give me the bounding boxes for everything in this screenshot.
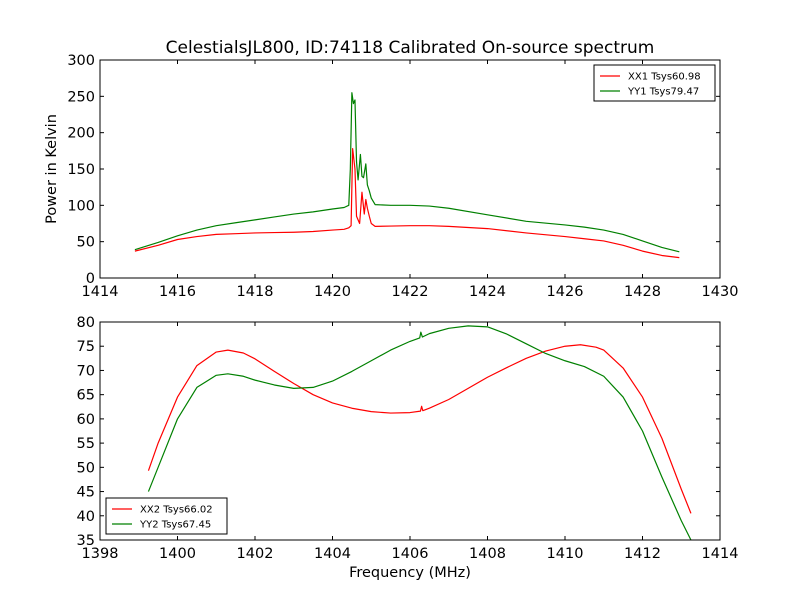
y-tick-label: 50 bbox=[77, 235, 95, 251]
legend-label: XX1 Tsys60.98 bbox=[628, 72, 701, 83]
legend-box bbox=[105, 497, 228, 535]
series-line-xx bbox=[134, 148, 680, 259]
y-tick-label: 300 bbox=[67, 53, 95, 69]
y-tick-label: 35 bbox=[77, 533, 95, 549]
x-tick-label: 1398 bbox=[82, 546, 119, 562]
x-tick-label: 1420 bbox=[314, 284, 351, 300]
chart-title: CelestialsJL800, ID:74118 Calibrated On-… bbox=[166, 38, 655, 58]
x-tick-label: 1406 bbox=[392, 546, 429, 562]
x-tick-label: 1414 bbox=[82, 284, 119, 300]
series-line-yy bbox=[134, 92, 680, 253]
y-tick-label: 60 bbox=[77, 412, 95, 428]
legend-label: YY1 Tsys79.47 bbox=[627, 87, 699, 98]
y-tick-label: 65 bbox=[77, 388, 95, 404]
y-tick-label: 100 bbox=[67, 198, 95, 214]
x-tick-label: 1410 bbox=[547, 546, 584, 562]
x-tick-label: 1428 bbox=[624, 284, 661, 300]
legend-label: YY2 Tsys67.45 bbox=[139, 520, 211, 531]
legend-label: XX2 Tsys66.02 bbox=[140, 505, 213, 516]
x-tick-label: 1404 bbox=[314, 546, 351, 562]
y-tick-label: 0 bbox=[86, 271, 95, 287]
y-tick-label: 45 bbox=[77, 485, 95, 501]
series-line-yy bbox=[147, 325, 692, 540]
y-tick-label: 200 bbox=[67, 126, 95, 142]
y-tick-label: 150 bbox=[67, 162, 95, 178]
y-tick-label: 50 bbox=[77, 460, 95, 476]
x-tick-label: 1414 bbox=[702, 546, 739, 562]
x-tick-label: 1430 bbox=[702, 284, 739, 300]
y-tick-label: 250 bbox=[67, 89, 95, 105]
legend: XX2 Tsys66.02 YY2 Tsys67.45 bbox=[105, 497, 228, 535]
x-tick-label: 1402 bbox=[237, 546, 274, 562]
series-line-xx bbox=[147, 344, 692, 514]
x-axis-label: Frequency (MHz) bbox=[349, 565, 471, 581]
x-tick-label: 1426 bbox=[547, 284, 584, 300]
x-tick-label: 1418 bbox=[237, 284, 274, 300]
legend: XX1 Tsys60.98 YY1 Tsys79.47 bbox=[593, 64, 716, 102]
x-tick-label: 1408 bbox=[469, 546, 506, 562]
y-axis-label: Power in Kelvin bbox=[44, 114, 60, 224]
x-tick-label: 1416 bbox=[159, 284, 196, 300]
legend-box bbox=[593, 64, 716, 102]
x-tick-label: 1422 bbox=[392, 284, 429, 300]
y-tick-label: 55 bbox=[77, 436, 95, 452]
y-tick-label: 70 bbox=[77, 363, 95, 379]
y-tick-label: 40 bbox=[77, 509, 95, 525]
y-tick-label: 75 bbox=[77, 339, 95, 355]
x-tick-label: 1424 bbox=[469, 284, 506, 300]
x-tick-label: 1412 bbox=[624, 546, 661, 562]
y-tick-label: 80 bbox=[77, 315, 95, 331]
top-plot: 1414 1416 1418 1420 1422 1424 1426 1428 1430 0 50 1… bbox=[44, 53, 738, 300]
bottom-plot: 1398 1400 1402 1404 1406 1408 1410 1412 1414 35 40… bbox=[77, 315, 739, 562]
x-tick-label: 1400 bbox=[159, 546, 196, 562]
